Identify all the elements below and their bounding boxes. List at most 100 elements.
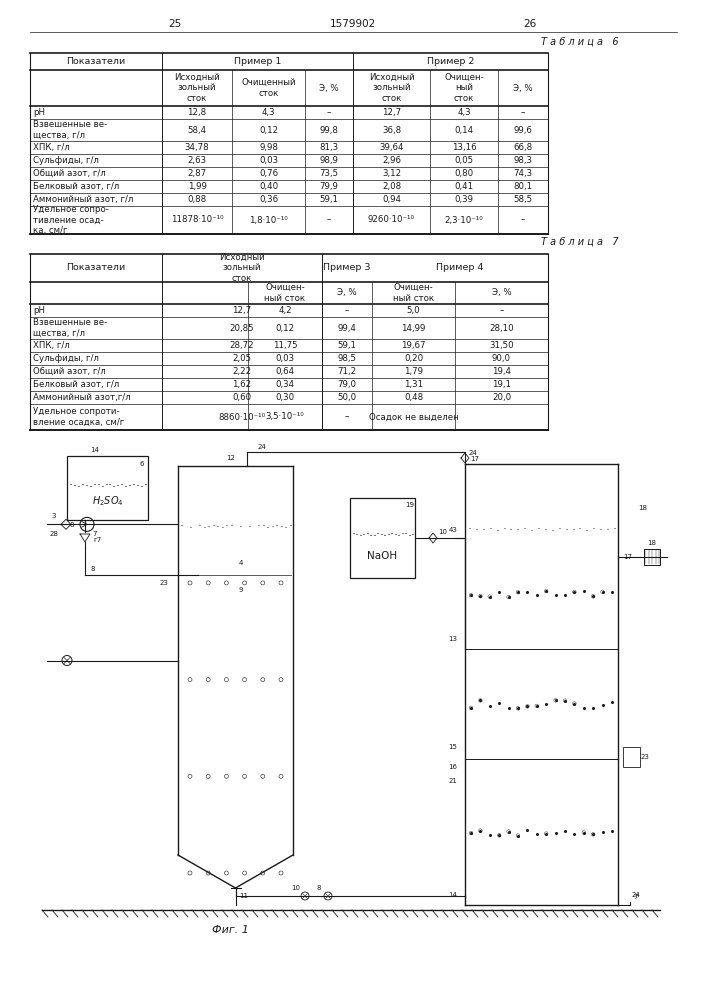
Text: pH: pH (33, 108, 45, 117)
Text: –: – (327, 108, 331, 117)
Text: 8: 8 (90, 566, 95, 572)
Text: 0,76: 0,76 (259, 169, 278, 178)
Text: 79,9: 79,9 (320, 182, 339, 191)
Text: 24: 24 (469, 450, 477, 456)
Text: 1,62: 1,62 (233, 380, 252, 389)
Text: 0,36: 0,36 (259, 195, 278, 204)
Bar (644, 549, 660, 565)
Text: 79,0: 79,0 (337, 380, 356, 389)
Text: 0,88: 0,88 (187, 195, 206, 204)
Text: 23: 23 (641, 754, 650, 760)
Text: 23: 23 (160, 580, 168, 586)
Text: ХПК, г/л: ХПК, г/л (33, 143, 70, 152)
Text: –: – (499, 306, 503, 315)
Text: Показатели: Показатели (66, 263, 126, 272)
Text: 21: 21 (448, 778, 457, 784)
Text: 0,20: 0,20 (404, 354, 423, 363)
Text: 58,5: 58,5 (513, 195, 532, 204)
Text: 4,3: 4,3 (457, 108, 471, 117)
Text: 9: 9 (238, 587, 243, 593)
Text: pH: pH (33, 306, 45, 315)
Text: Т а б л и ц а   6: Т а б л и ц а 6 (541, 37, 619, 47)
Text: Фиг. 1: Фиг. 1 (211, 925, 248, 935)
Text: 0,12: 0,12 (276, 324, 295, 332)
Text: 2,63: 2,63 (187, 156, 206, 165)
Text: 0,41: 0,41 (455, 182, 474, 191)
Text: Взвешенные ве-
щества, г/л: Взвешенные ве- щества, г/л (33, 318, 107, 338)
Text: 0,05: 0,05 (455, 156, 474, 165)
Text: 4: 4 (238, 560, 243, 566)
Text: 71,2: 71,2 (337, 367, 356, 376)
Text: Белковый азот, г/л: Белковый азот, г/л (33, 182, 119, 191)
Text: 2,08: 2,08 (382, 182, 401, 191)
Text: 3: 3 (52, 513, 57, 519)
Text: 3,5·10⁻¹⁰: 3,5·10⁻¹⁰ (266, 412, 305, 422)
Text: 12,7: 12,7 (382, 108, 401, 117)
Text: Общий азот, г/л: Общий азот, г/л (33, 367, 106, 376)
Text: 9260·10⁻¹⁰: 9260·10⁻¹⁰ (368, 216, 415, 225)
Text: 16: 16 (448, 764, 457, 770)
Text: 14,99: 14,99 (402, 324, 426, 332)
Text: Исходный
зольный
сток: Исходный зольный сток (368, 73, 414, 103)
Text: Аммонийный азот,г/л: Аммонийный азот,г/л (33, 393, 131, 402)
Text: 0,94: 0,94 (382, 195, 401, 204)
Text: 0,60: 0,60 (233, 393, 252, 402)
Bar (350, 498, 415, 578)
Text: 0,80: 0,80 (455, 169, 474, 178)
Text: 59,1: 59,1 (337, 341, 356, 350)
Text: 98,9: 98,9 (320, 156, 339, 165)
Text: 58,4: 58,4 (187, 125, 206, 134)
Text: 0,48: 0,48 (404, 393, 423, 402)
Text: 18: 18 (648, 540, 657, 546)
Text: 73,5: 73,5 (320, 169, 339, 178)
Text: Очищен-
ный сток: Очищен- ный сток (264, 283, 305, 303)
Text: 19: 19 (406, 502, 414, 508)
Text: Э, %: Э, % (319, 84, 339, 93)
Text: 19,1: 19,1 (492, 380, 511, 389)
Text: 80,1: 80,1 (513, 182, 532, 191)
Text: 19,4: 19,4 (492, 367, 511, 376)
Text: 2,22: 2,22 (233, 367, 252, 376)
Text: 13,16: 13,16 (452, 143, 477, 152)
Bar (623, 747, 640, 767)
Text: 18: 18 (638, 505, 648, 511)
Text: 14: 14 (90, 447, 100, 453)
Text: 11: 11 (239, 893, 248, 899)
Text: 90,0: 90,0 (492, 354, 511, 363)
Text: 17: 17 (470, 456, 479, 462)
Text: 99,4: 99,4 (337, 324, 356, 332)
Text: 14: 14 (448, 892, 457, 898)
Text: Пример 2: Пример 2 (427, 57, 474, 66)
Text: Пример 3: Пример 3 (323, 263, 370, 272)
Text: 12,8: 12,8 (187, 108, 206, 117)
Text: 81,3: 81,3 (320, 143, 339, 152)
Text: 7: 7 (633, 894, 638, 900)
Text: 20,0: 20,0 (492, 393, 511, 402)
Text: 10: 10 (291, 885, 300, 891)
Text: 66,8: 66,8 (513, 143, 532, 152)
Text: 8860·10⁻¹⁰: 8860·10⁻¹⁰ (218, 412, 266, 422)
Text: 0,39: 0,39 (455, 195, 474, 204)
Text: Э, %: Э, % (337, 288, 357, 298)
Text: Очищенный
сток: Очищенный сток (241, 78, 296, 98)
Text: Удельное сопроти-
вление осадка, см/г: Удельное сопроти- вление осадка, см/г (33, 407, 124, 427)
Text: Взвешенные ве-
щества, г/л: Взвешенные ве- щества, г/л (33, 120, 107, 140)
Text: 12: 12 (226, 455, 235, 461)
Text: 74,3: 74,3 (513, 169, 532, 178)
Text: Сульфиды, г/л: Сульфиды, г/л (33, 354, 99, 363)
Text: 11,75: 11,75 (273, 341, 298, 350)
Text: 6: 6 (140, 461, 144, 467)
Text: –: – (345, 306, 349, 315)
Text: 24: 24 (631, 892, 641, 898)
Text: 59,1: 59,1 (320, 195, 339, 204)
Text: 3,12: 3,12 (382, 169, 401, 178)
Text: 2,05: 2,05 (233, 354, 252, 363)
Text: 4,2: 4,2 (278, 306, 292, 315)
Text: –: – (345, 412, 349, 422)
Text: Э, %: Э, % (513, 84, 533, 93)
Text: 0,12: 0,12 (259, 125, 278, 134)
Text: Аммонийный азот, г/л: Аммонийный азот, г/л (33, 195, 134, 204)
Text: NaOH: NaOH (368, 551, 397, 561)
Text: Э, %: Э, % (491, 288, 511, 298)
Text: 2,96: 2,96 (382, 156, 401, 165)
